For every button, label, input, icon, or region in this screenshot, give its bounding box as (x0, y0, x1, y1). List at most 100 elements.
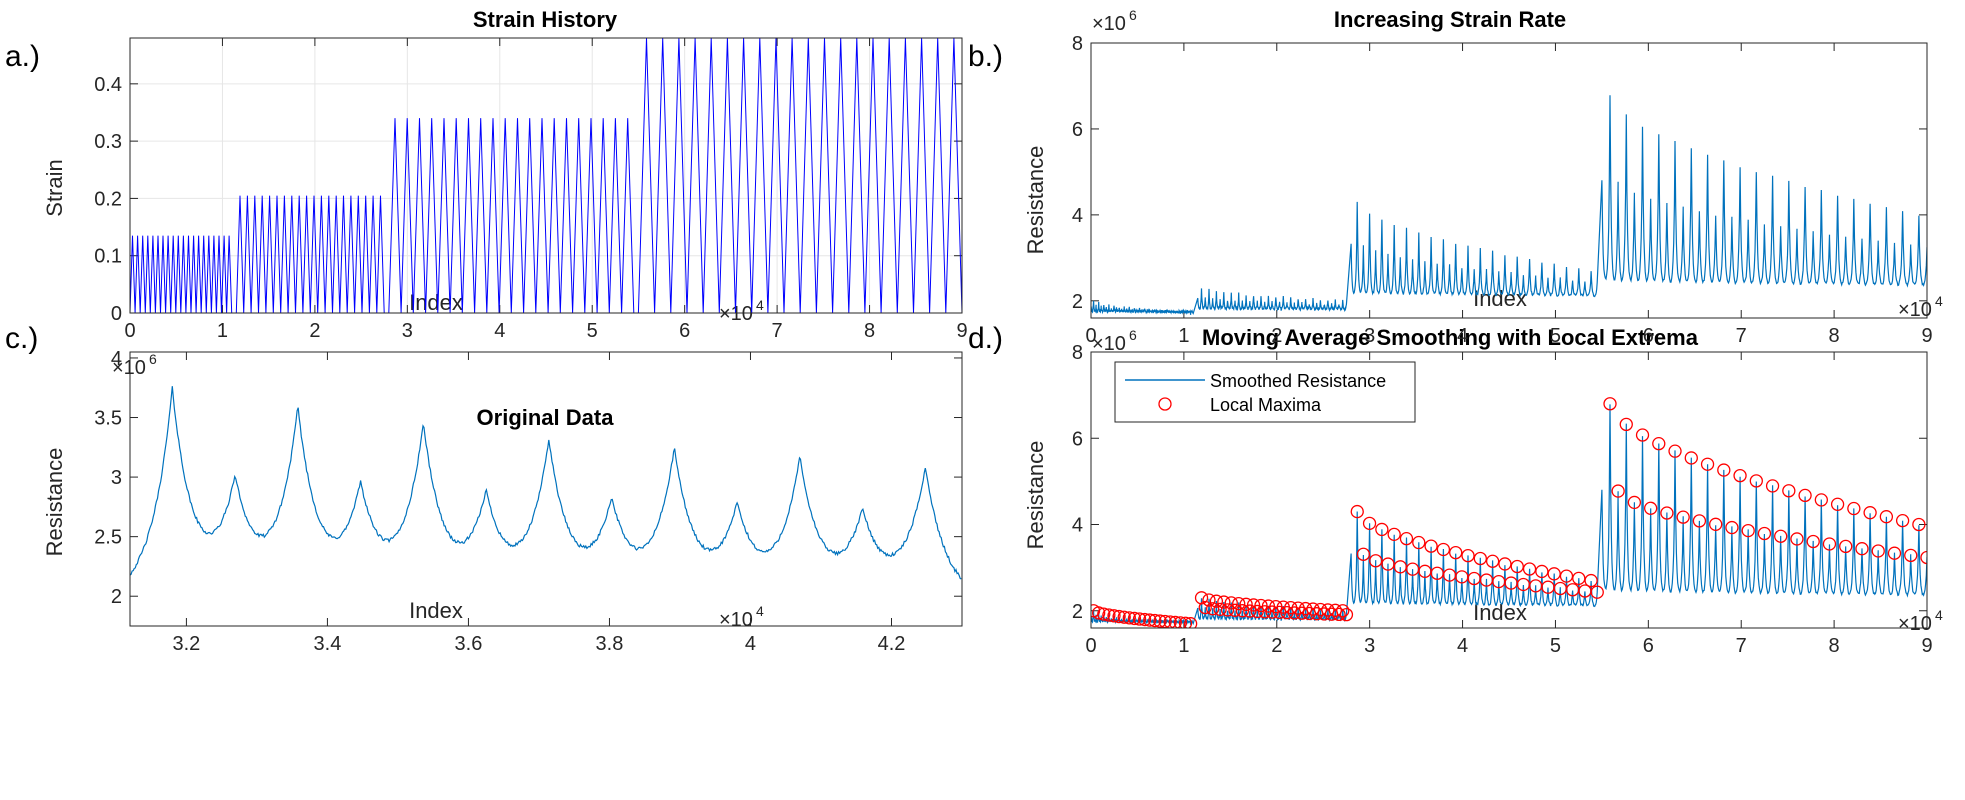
y-tick-label: 8 (1072, 33, 1083, 55)
panel-d-ylabel: Resistance (1023, 441, 1048, 550)
panel-a-exponent: ×10 4 (719, 297, 764, 325)
panel-c-yexponent: ×10 6 (112, 351, 157, 379)
panel-a-label: a.) (5, 40, 40, 73)
panel-b-yexp-times: ×10 (1092, 13, 1126, 35)
local-maxima-marker (1328, 603, 1342, 617)
panel-b-label: b.) (968, 40, 1003, 73)
local-maxima-marker (1644, 501, 1658, 515)
x-tick-label: 6 (1643, 635, 1654, 657)
y-tick-label: 4 (1072, 515, 1083, 537)
local-maxima-marker (1173, 616, 1188, 628)
panel-d: d.) Moving Average Smoothing with Local … (968, 322, 1943, 635)
y-tick-label: 2 (1072, 291, 1083, 313)
panel-d-xlabel: Index (1473, 600, 1527, 625)
y-tick-label: 8 (1072, 342, 1083, 364)
local-maxima-marker (1424, 539, 1438, 553)
original-data-line (130, 386, 962, 580)
panel-b-title: Increasing Strain Rate (1334, 7, 1566, 32)
x-tick-label: 2 (1271, 635, 1282, 657)
local-maxima-marker (1863, 506, 1877, 520)
y-tick-label: 3.5 (94, 408, 122, 430)
local-maxima-marker (1202, 593, 1216, 607)
local-maxima-marker (1107, 609, 1121, 623)
panel-d-xexp-times: ×10 (1898, 613, 1932, 635)
local-maxima-marker (1904, 548, 1918, 563)
local-maxima-marker (1122, 611, 1136, 625)
local-maxima-marker (1217, 595, 1231, 609)
legend-marker-swatch (1158, 397, 1172, 411)
axes-d: 0 1 2 3 4 5 6 7 8 9 2 4 6 8 (1072, 342, 1933, 657)
local-maxima-marker (1117, 610, 1131, 624)
local-maxima-marker (1209, 594, 1224, 608)
local-maxima-marker (1572, 571, 1586, 586)
local-maxima-marker (1510, 559, 1524, 574)
local-maxima-marker (1092, 606, 1106, 620)
local-maxima-marker (1619, 417, 1633, 432)
local-maxima-marker (1887, 546, 1902, 560)
x-tick-label: 3.4 (314, 633, 342, 655)
local-maxima-marker (1535, 564, 1549, 579)
panel-b-yexponent: ×10 6 (1092, 7, 1137, 35)
local-maxima-marker (1774, 529, 1788, 543)
panel-a-exp-times: ×10 (719, 303, 753, 325)
x-tick-label: 7 (1736, 635, 1747, 657)
local-maxima-marker (1239, 597, 1253, 611)
local-maxima-marker (1806, 534, 1820, 549)
panel-a-xlabel: Index (409, 290, 463, 315)
y-tick-label: 6 (1072, 428, 1083, 450)
local-maxima-marker (1733, 468, 1747, 483)
axes-frame-a (129, 37, 963, 314)
x-tick-label: 1 (217, 320, 228, 342)
local-maxima-marker (1127, 611, 1142, 626)
panel-b-xexp-times: ×10 (1898, 299, 1932, 321)
local-maxima-marker (1847, 501, 1861, 516)
local-maxima-marker (1362, 516, 1377, 531)
local-maxima-marker (1287, 606, 1302, 620)
panel-c-yexp-times: ×10 (112, 357, 146, 379)
local-maxima-marker (1668, 444, 1682, 458)
panel-c-xlabel: Index (409, 598, 463, 623)
panel-d-yexp-times: ×10 (1092, 333, 1126, 355)
local-maxima-marker (1559, 569, 1574, 583)
local-maxima-marker (1684, 451, 1698, 465)
y-tick-label: 3 (111, 467, 122, 489)
x-tick-label: 4 (1457, 325, 1468, 347)
x-tick-label: 8 (1829, 325, 1840, 347)
resistance-series-line (1091, 95, 1927, 316)
local-maxima-marker (1473, 551, 1487, 566)
local-maxima-marker (1741, 523, 1755, 538)
local-maxima-marker (1143, 613, 1157, 627)
panel-b-ylabel: Resistance (1023, 146, 1048, 255)
x-tick-label: 5 (1550, 325, 1561, 347)
local-maxima-marker (1393, 560, 1407, 574)
local-maxima-marker (1132, 612, 1147, 626)
x-tick-label: 5 (587, 320, 598, 342)
local-maxima-marker (1339, 607, 1354, 622)
panel-c-xexponent: ×10 4 (719, 603, 764, 631)
local-maxima-marker (1220, 603, 1235, 617)
local-maxima-marker (1148, 613, 1162, 628)
local-maxima-marker (1522, 562, 1537, 576)
local-maxima-marker (1782, 484, 1796, 498)
local-maxima-marker (1436, 542, 1451, 557)
local-maxima-marker (1387, 527, 1401, 542)
x-tick-label: 3.2 (173, 633, 201, 655)
panel-c-ylabel: Resistance (42, 448, 67, 557)
x-tick-label: 9 (956, 320, 967, 342)
x-tick-label: 4 (745, 633, 756, 655)
local-maxima-marker (1194, 591, 1209, 605)
local-maxima-marker (1611, 484, 1625, 498)
local-maxima-marker (1603, 397, 1617, 411)
panel-c-xexp-times: ×10 (719, 609, 753, 631)
panel-b-xexp-power: 4 (1935, 293, 1943, 309)
panel-d-xexponent: ×10 4 (1898, 607, 1943, 635)
local-maxima-marker (1350, 504, 1364, 519)
x-tick-label: 5 (1550, 635, 1561, 657)
y-tick-label: 0 (111, 303, 122, 325)
x-tick-label: 6 (1643, 325, 1654, 347)
panel-a-ylabel: Strain (42, 159, 67, 216)
axes-frame-d (1090, 351, 1928, 629)
panel-c-title: Original Data (477, 405, 615, 430)
x-tick-label: 7 (772, 320, 783, 342)
local-maxima-marker (1381, 557, 1395, 571)
